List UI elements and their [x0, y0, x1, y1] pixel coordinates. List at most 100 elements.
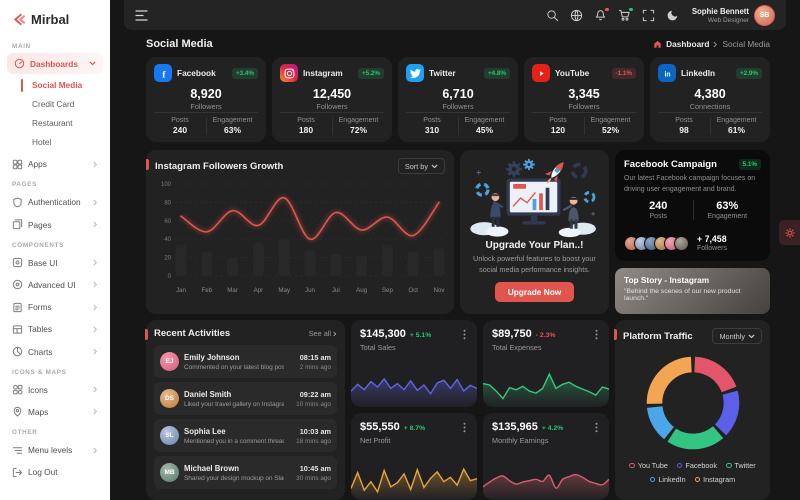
- chevron-right-icon: [93, 304, 98, 311]
- change-badge: +3.4%: [231, 67, 258, 79]
- sidebar-item-restaurant[interactable]: Restaurant: [32, 117, 73, 128]
- svg-text:0: 0: [168, 274, 172, 280]
- traffic-title: Platform Traffic: [623, 330, 693, 342]
- change-badge: +4.8%: [483, 67, 510, 79]
- menu-toggle-icon[interactable]: [135, 9, 148, 21]
- advanced-ui-icon: [12, 280, 23, 290]
- cart-dot: [628, 6, 634, 12]
- instagram-growth-card: Instagram Followers Growth Sort by 0 20 40…: [146, 150, 454, 314]
- upgrade-now-button[interactable]: Upgrade Now: [494, 281, 575, 302]
- breadcrumb-dashboard[interactable]: Dashboard: [666, 39, 710, 49]
- activity-item[interactable]: SL Sophia Lee Mentioned you in a comment …: [154, 419, 337, 452]
- sidebar-item-advanced-ui[interactable]: Advanced UI: [0, 274, 110, 296]
- svg-text:f: f: [162, 69, 166, 79]
- sidebar-item-menu-levels[interactable]: Menu levels: [0, 439, 110, 461]
- sidebar-item-dashboards[interactable]: Dashboards: [7, 53, 103, 74]
- sidebar-item-credit-card[interactable]: Credit Card: [32, 99, 75, 110]
- sidebar-item-pages[interactable]: Pages: [0, 214, 110, 236]
- followers-value: 4,380: [694, 87, 726, 101]
- platform-traffic-card: Platform Traffic Monthly You Tube Facebo…: [614, 320, 770, 500]
- campaign-badge: 5.1%: [738, 159, 761, 170]
- net-profit-card: $55,550 + 8.7% Net Profit: [351, 413, 477, 500]
- followers-value: 6,710: [442, 87, 474, 101]
- legend-twitter[interactable]: Twitter: [726, 461, 756, 470]
- cart-icon[interactable]: [617, 6, 634, 23]
- sidebar-item-hotel[interactable]: Hotel: [32, 136, 52, 147]
- logout-icon: [12, 467, 23, 477]
- followers-value: 3,345: [568, 87, 600, 101]
- language-icon[interactable]: [569, 8, 584, 23]
- user-role: Web Designer: [707, 16, 749, 24]
- card-menu-icon[interactable]: [461, 421, 468, 434]
- fullscreen-icon[interactable]: [641, 8, 656, 23]
- card-menu-icon[interactable]: [593, 328, 600, 341]
- avatar: DS: [160, 389, 179, 408]
- activity-item[interactable]: MB Michael Brown Shared your design mocku…: [154, 456, 337, 489]
- svg-text:in: in: [664, 71, 670, 78]
- activity-item[interactable]: DS Daniel Smith Liked your travel gallery…: [154, 382, 337, 415]
- total-expenses-card: $89,750 - 2.3% Total Expenses: [483, 320, 609, 407]
- chevron-right-icon: [93, 348, 98, 355]
- monthly-dropdown[interactable]: Monthly: [712, 328, 762, 344]
- svg-text:100: 100: [161, 182, 172, 188]
- instagram-icon: [280, 64, 298, 82]
- upgrade-plan-card: Upgrade Your Plan..! Unlock powerful fea…: [460, 150, 609, 314]
- followers-value: 12,450: [312, 87, 352, 101]
- sidebar-item-tables[interactable]: Tables: [0, 318, 110, 340]
- moon-icon[interactable]: [665, 8, 680, 23]
- svg-text:Apr: Apr: [254, 287, 264, 294]
- sidebar-item-authentication[interactable]: Authentication: [0, 191, 110, 213]
- sidebar-item-maps[interactable]: Maps: [0, 401, 110, 423]
- settings-button[interactable]: [779, 220, 800, 245]
- pages-icon: [12, 219, 23, 230]
- earnings-sparkline: [483, 473, 609, 500]
- twitter-icon: [406, 64, 424, 82]
- upgrade-text: Unlock powerful features to boost your s…: [473, 254, 596, 274]
- dashboard-icon: [14, 58, 25, 69]
- legend-instagram[interactable]: Instagram: [694, 475, 735, 484]
- svg-text:Aug: Aug: [356, 287, 368, 294]
- base-ui-icon: [12, 258, 23, 268]
- legend-facebook[interactable]: Facebook: [676, 461, 717, 470]
- card-menu-icon[interactable]: [593, 421, 600, 434]
- youtube-icon: [532, 64, 550, 82]
- sidebar-item-icons[interactable]: Icons: [0, 379, 110, 401]
- svg-text:60: 60: [164, 219, 171, 225]
- apps-icon: [12, 159, 23, 169]
- app-logo[interactable]: Mirbal: [0, 8, 110, 37]
- user-profile[interactable]: Sophie Bennett Web Designer SB: [692, 4, 775, 26]
- shield-icon: [13, 197, 22, 208]
- sidebar-item-charts[interactable]: Charts: [0, 340, 110, 362]
- chevron-right-icon: [93, 447, 98, 453]
- activity-item[interactable]: EJ Emily Johnson Commented on your latest…: [154, 345, 337, 378]
- legend-youtube[interactable]: You Tube: [629, 461, 668, 470]
- svg-text:Jun: Jun: [305, 287, 316, 294]
- avatar: SL: [160, 426, 179, 445]
- svg-text:20: 20: [164, 256, 171, 262]
- campaign-text: Our latest Facebook campaign focuses on …: [624, 175, 756, 193]
- notification-bell-icon[interactable]: [593, 6, 610, 23]
- user-avatar: SB: [754, 4, 775, 26]
- svg-text:May: May: [278, 287, 291, 294]
- sidebar-item-log-out[interactable]: Log Out: [0, 461, 110, 483]
- sidebar-item-social-media[interactable]: Social Media: [0, 76, 110, 95]
- legend-marker: [694, 476, 701, 483]
- search-icon[interactable]: [545, 8, 560, 23]
- notification-dot: [604, 6, 610, 12]
- stat-card-youtube: YouTube -1.1% 3,345 Followers Posts 120 E…: [524, 57, 644, 142]
- sort-by-dropdown[interactable]: Sort by: [397, 158, 445, 174]
- see-all-link[interactable]: See all: [309, 329, 337, 338]
- card-menu-icon[interactable]: [461, 328, 468, 341]
- legend-linkedin[interactable]: LinkedIn: [649, 475, 686, 484]
- sidebar: Mirbal MAIN Dashboards Social Media Cred…: [0, 0, 110, 500]
- svg-text:40: 40: [164, 237, 171, 243]
- page-title: Social Media: [146, 38, 213, 50]
- chevron-right-icon: [93, 282, 98, 288]
- campaign-followers-value: + 7,458: [697, 234, 727, 244]
- sidebar-item-apps[interactable]: Apps: [0, 153, 110, 175]
- stat-card-instagram: Instagram +5.2% 12,450 Followers Posts 18…: [272, 57, 392, 142]
- sidebar-item-base-ui[interactable]: Base UI: [0, 252, 110, 274]
- sidebar-item-forms[interactable]: Forms: [0, 296, 110, 318]
- tables-icon: [12, 325, 23, 334]
- chevron-right-icon: [93, 259, 98, 266]
